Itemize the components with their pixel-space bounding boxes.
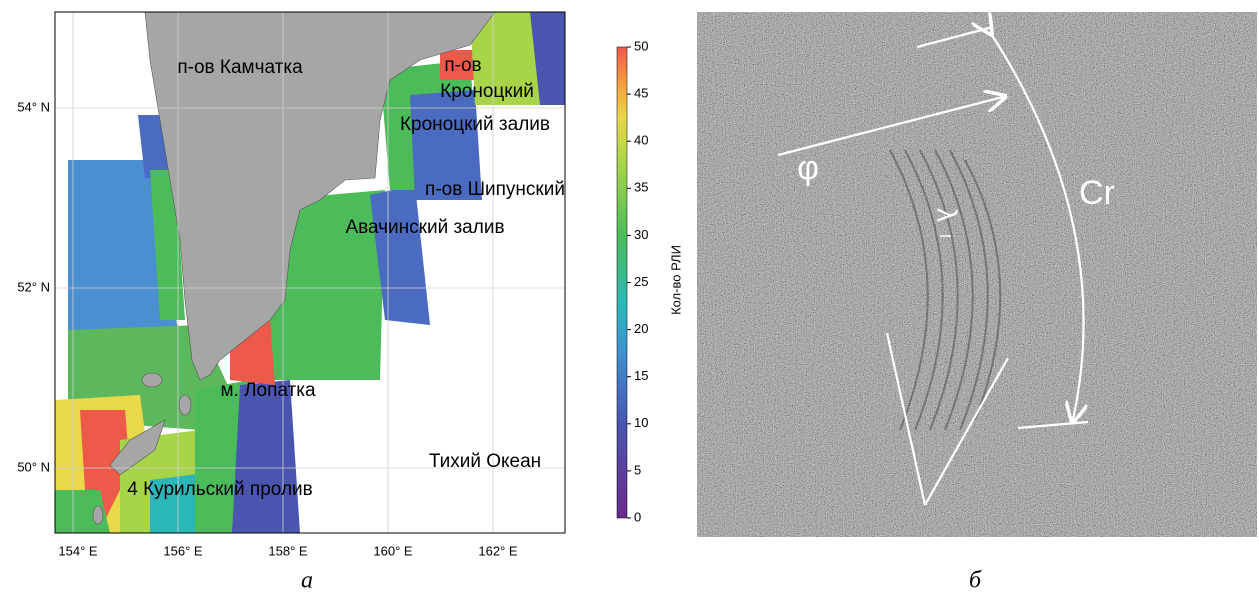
colorbar-tick-label: 5: [634, 462, 641, 477]
x-tick-label: 162° E: [478, 543, 518, 558]
page: { "map": { "lon_ticks": [ {"value": 154,…: [0, 0, 1259, 601]
colorbar-tick-label: 0: [634, 509, 641, 524]
map-label: Тихий Океан: [429, 451, 541, 472]
map-label: Кроноцкий залив: [400, 114, 550, 135]
map-label: п-ов: [444, 55, 481, 76]
y-tick-label: 54° N: [17, 99, 50, 114]
y-tick-label: 50° N: [17, 459, 50, 474]
colorbar-tick-label: 35: [634, 180, 648, 195]
sar-image: [697, 12, 1257, 537]
sar-label: φ: [797, 149, 819, 187]
figure: 154° E 156° E 158° E 160° E 162° E 54° N 52° N…: [0, 0, 1259, 601]
colorbar-tick-label: 25: [634, 274, 648, 289]
map-label: Авачинский залив: [345, 217, 504, 238]
x-tick-label: 156° E: [163, 543, 203, 558]
map-label: 4 Курильский пролив: [127, 479, 312, 500]
y-tick-label: 52° N: [17, 279, 50, 294]
x-tick-label: 160° E: [373, 543, 413, 558]
colorbar-tick-label: 15: [634, 368, 648, 383]
colorbar-tick-label: 10: [634, 415, 648, 430]
map-label: п-ов Шипунский: [425, 179, 565, 200]
caption: б: [969, 568, 982, 594]
map-label: Кроноцкий: [440, 81, 534, 102]
map-label: п-ов Камчатка: [177, 57, 303, 78]
sar-label: n: [908, 527, 927, 565]
sar-label: λ: [932, 208, 963, 222]
sar-label: Cr: [1079, 174, 1115, 212]
colorbar-label: Кол-во РЛИ: [668, 245, 683, 315]
colorbar: [617, 47, 627, 518]
colorbar-tick-label: 40: [634, 133, 648, 148]
x-tick-label: 158° E: [268, 543, 308, 558]
colorbar-tick-label: 45: [634, 86, 648, 101]
colorbar-tick-label: 50: [634, 38, 648, 53]
x-tick-label: 154° E: [58, 543, 98, 558]
colorbar-tick-label: 20: [634, 321, 648, 336]
colorbar-tick-label: 30: [634, 227, 648, 242]
caption: а: [301, 568, 313, 594]
sar-label: I: [936, 234, 953, 238]
map-label: м. Лопатка: [220, 380, 316, 401]
